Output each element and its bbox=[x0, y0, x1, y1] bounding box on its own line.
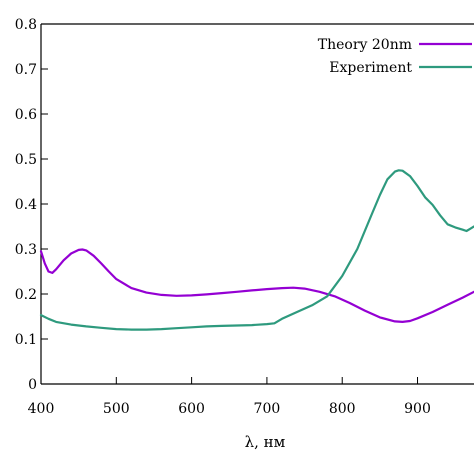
x-tick-label: 600 bbox=[178, 401, 205, 417]
series-line-experiment bbox=[39, 169, 474, 331]
x-tick-label: 400 bbox=[28, 401, 55, 417]
x-tick-label: 900 bbox=[404, 401, 431, 417]
y-tick-label: 0 bbox=[28, 377, 37, 393]
x-tick-label: 500 bbox=[103, 401, 130, 417]
legend: Theory 20nm Experiment bbox=[318, 37, 472, 76]
series-layer bbox=[39, 169, 474, 331]
series-line-theory bbox=[39, 248, 474, 323]
y-tick-label: 0.4 bbox=[15, 197, 37, 213]
x-tick-label: 700 bbox=[254, 401, 281, 417]
y-tick-label: 0.5 bbox=[15, 152, 37, 168]
legend-label-theory: Theory 20nm bbox=[318, 37, 412, 53]
x-axis-label: λ, нм bbox=[245, 433, 286, 451]
plot-frame bbox=[40, 23, 474, 385]
y-tick-label: 0.1 bbox=[15, 332, 37, 348]
x-tick-label: 800 bbox=[329, 401, 356, 417]
legend-label-experiment: Experiment bbox=[329, 60, 412, 76]
y-tick-label: 0.2 bbox=[15, 287, 37, 303]
y-tick-label: 0.3 bbox=[15, 242, 37, 258]
x-ticks: 400 500 600 700 800 900 bbox=[28, 377, 431, 417]
y-tick-label: 0.7 bbox=[15, 62, 37, 78]
y-tick-label: 0.6 bbox=[15, 107, 37, 123]
y-tick-label: 0.8 bbox=[15, 17, 37, 33]
y-ticks: 0 0.1 0.2 0.3 0.4 0.5 0.6 0.7 0.8 bbox=[15, 17, 48, 393]
